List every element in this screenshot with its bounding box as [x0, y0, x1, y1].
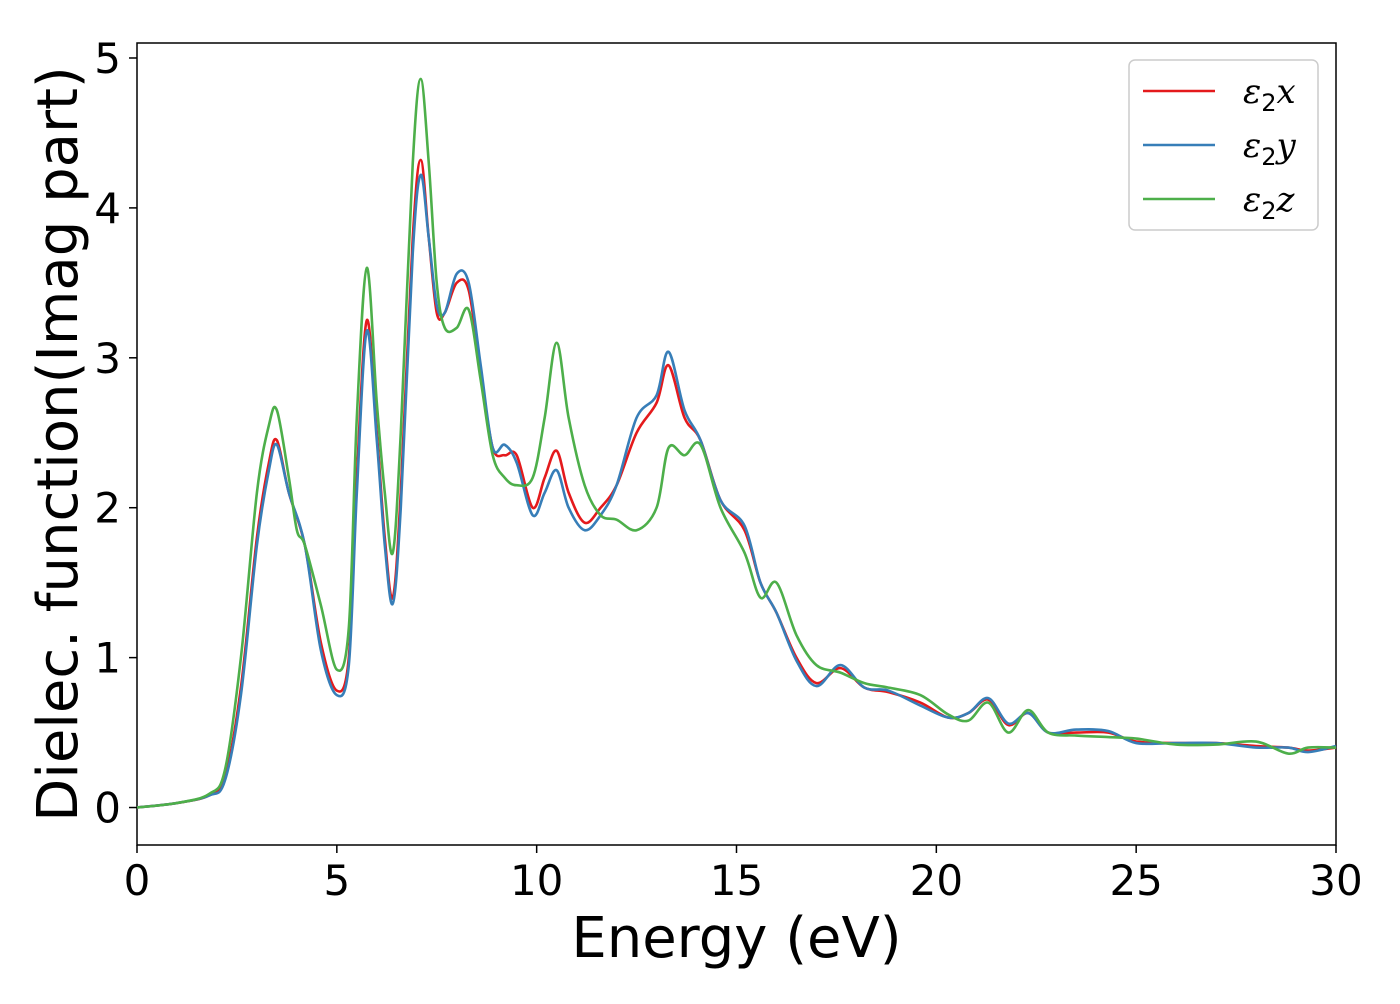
legend-item-x: ε2x	[1143, 72, 1296, 117]
legend-item-z: ε2z	[1143, 180, 1296, 225]
y-tick-label: 2	[94, 484, 121, 533]
x-tick-label: 30	[1309, 856, 1362, 905]
legend-label: ε2x	[1243, 72, 1296, 117]
x-tick-label: 0	[124, 856, 151, 905]
legend-label: ε2y	[1243, 126, 1297, 171]
legend: ε2x ε2y ε2z	[1128, 59, 1319, 231]
x-tick-label: 5	[323, 856, 350, 905]
x-tick-label: 10	[510, 856, 563, 905]
y-tick-label: 1	[94, 634, 121, 683]
y-tick-label: 0	[94, 784, 121, 833]
legend-label: ε2z	[1243, 180, 1296, 225]
series-line-y	[136, 173, 1337, 809]
legend-items: ε2x ε2y ε2z	[1143, 72, 1297, 225]
x-tick-label: 15	[710, 856, 763, 905]
x-axis-label: Energy (eV)	[571, 906, 901, 971]
x-tick-label: 25	[1109, 856, 1162, 905]
x-axis-ticks: 0 5 10 15 20 25 30	[124, 845, 1363, 905]
legend-item-y: ε2y	[1143, 126, 1297, 171]
y-tick-label: 5	[94, 34, 121, 83]
legend-box	[1128, 59, 1319, 231]
y-axis-ticks: 0 1 2 3 4 5	[94, 34, 137, 833]
y-axis-label: Dielec. function(Imag part)	[26, 66, 91, 822]
x-tick-label: 20	[910, 856, 963, 905]
series-line-z	[136, 77, 1337, 809]
y-tick-label: 3	[94, 334, 121, 383]
y-tick-label: 4	[94, 184, 121, 233]
series-layer	[136, 77, 1337, 809]
